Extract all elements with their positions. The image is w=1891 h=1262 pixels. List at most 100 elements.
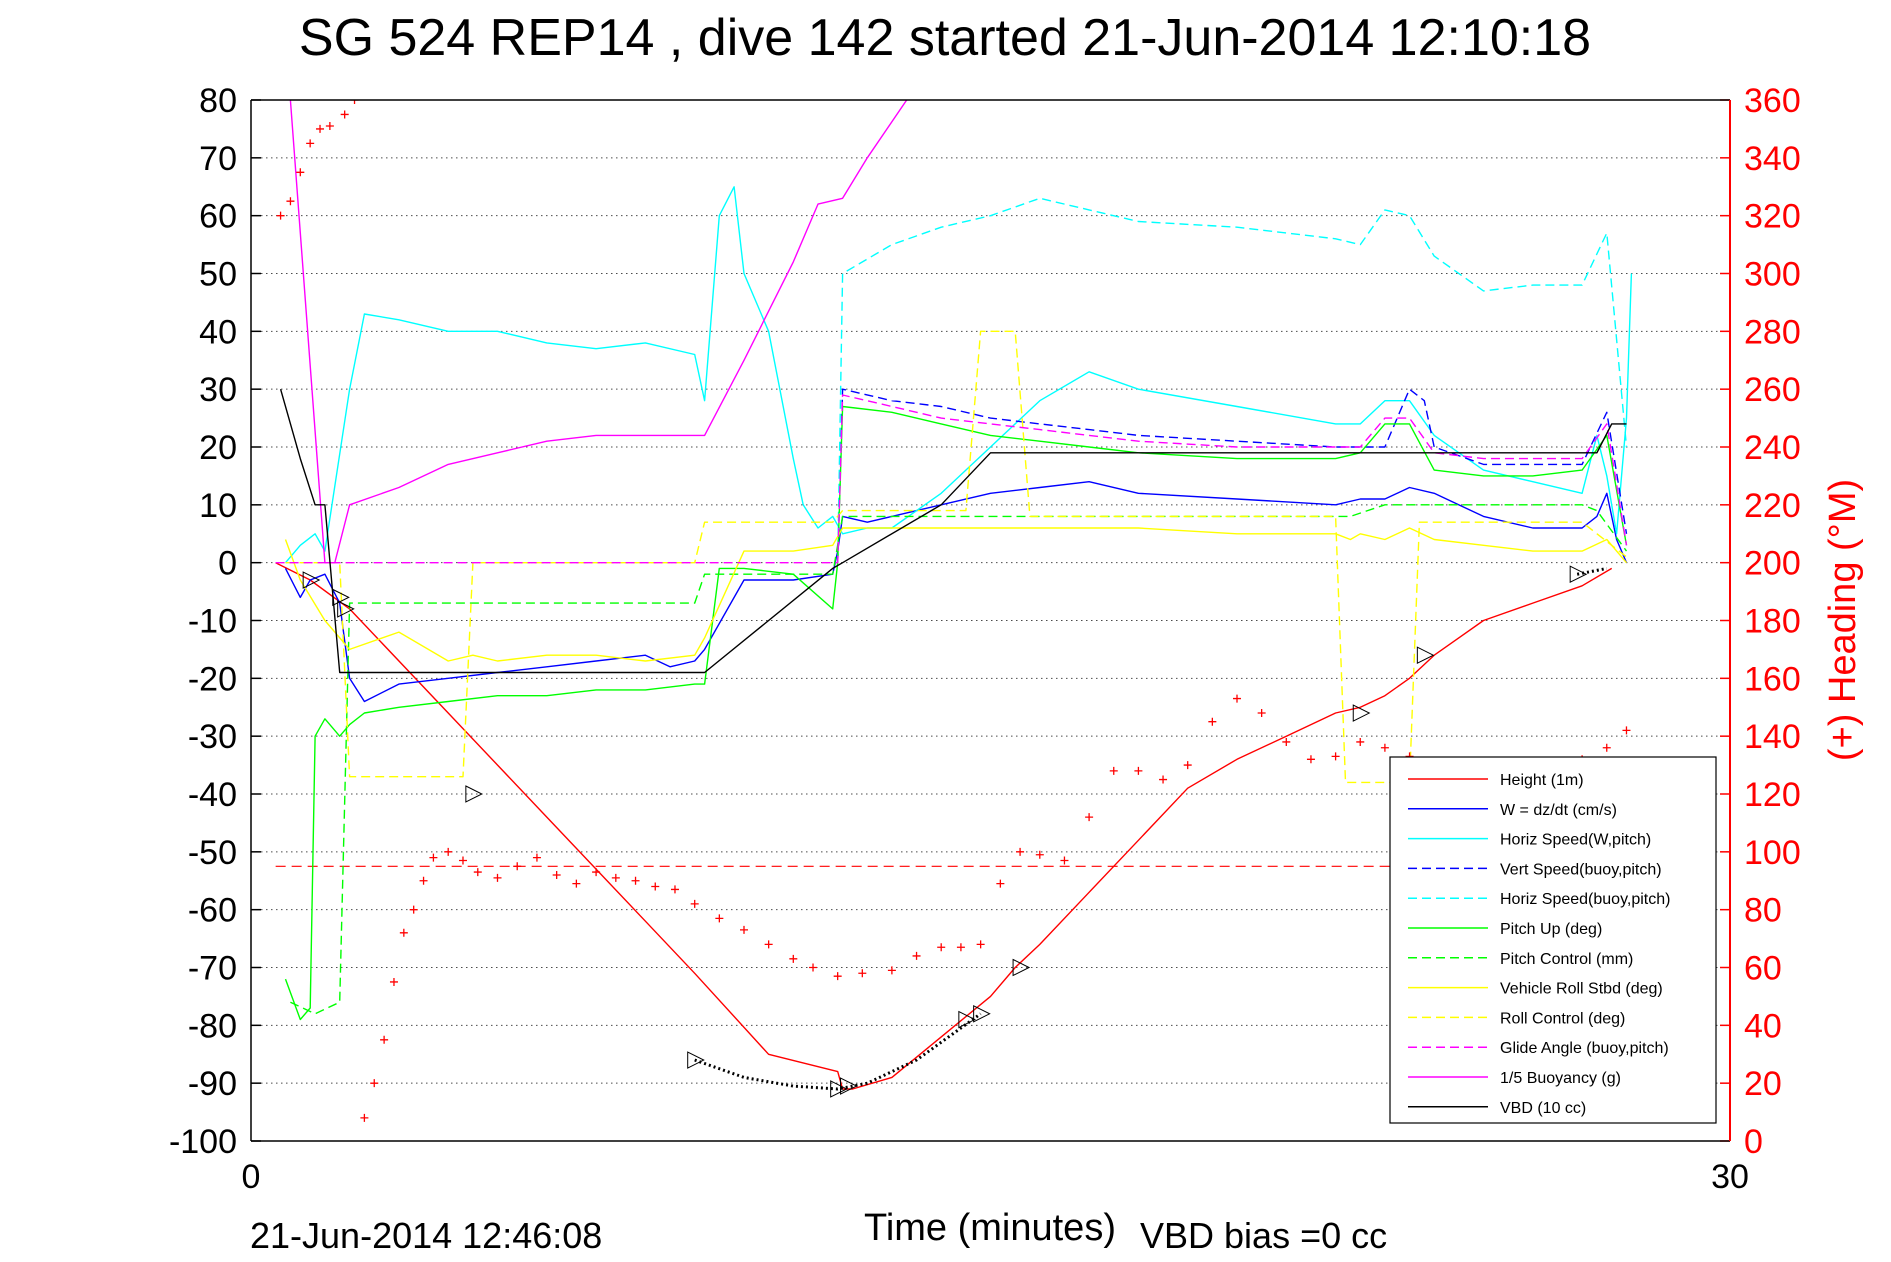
heading-point (409, 905, 418, 914)
heading-point (350, 100, 359, 104)
height-marker (1569, 565, 1588, 584)
heading-point (611, 873, 620, 882)
series-line-roll-control-deg (285, 330, 1627, 784)
series-line-pitch-up-deg (284, 405, 1628, 1021)
heading-point (887, 966, 896, 975)
heading-point (1306, 755, 1315, 764)
heading-point (764, 940, 773, 949)
heading-point (1208, 717, 1217, 726)
height-marker (332, 588, 350, 607)
x-tick-label: 0 (242, 1158, 261, 1196)
footer-timestamp: 21-Jun-2014 12:46:08 (250, 1215, 602, 1256)
height-marker (337, 600, 355, 618)
series-line-vbd-10-cc (279, 389, 1627, 674)
heading-point (912, 951, 921, 960)
heading-point (809, 963, 818, 972)
height-marker (840, 1077, 858, 1095)
heading-point (740, 925, 748, 934)
footer-vbd-bias: VBD bias =0 cc (1140, 1215, 1387, 1256)
y-tick-left-label: -50 (188, 834, 237, 872)
y-tick-right-label: 360 (1744, 82, 1801, 120)
heading-point (532, 853, 541, 862)
legend-label: Glide Angle (buoy,pitch) (1500, 1040, 1669, 1057)
height-marker (302, 571, 321, 589)
y-tick-left-label: -40 (188, 776, 237, 814)
legend-label: W = dz/dt (cm/s) (1500, 802, 1617, 819)
y-tick-left-label: 80 (199, 82, 237, 120)
height-marker (465, 785, 483, 803)
series-line-1-5-buoyancy-g (289, 100, 908, 564)
series-line-glide-angle-buoy-pitch (275, 394, 1628, 564)
heading-point (651, 882, 660, 891)
heading-point (493, 873, 502, 882)
height-dotted-segment (694, 1012, 982, 1091)
heading-point (286, 197, 295, 206)
y-tick-left-label: -20 (188, 660, 237, 698)
heading-point (833, 972, 842, 981)
legend-label: Vert Speed(buoy,pitch) (1500, 861, 1662, 878)
legend-box (1389, 756, 1717, 1124)
y-tick-right-label: 280 (1744, 313, 1801, 351)
height-marker (1416, 646, 1435, 665)
heading-point (631, 876, 640, 885)
y-tick-left-label: 50 (199, 256, 237, 294)
legend-label: VBD (10 cc) (1500, 1100, 1586, 1117)
heading-point (325, 122, 334, 131)
y-tick-right-label: 60 (1744, 950, 1782, 988)
legend-label: Roll Control (deg) (1500, 1010, 1625, 1027)
height-marker (958, 1010, 976, 1029)
heading-point (1134, 766, 1143, 775)
heading-point (513, 862, 522, 871)
heading-point (937, 943, 946, 952)
legend-label: Horiz Speed(W,pitch) (1500, 832, 1651, 849)
y-tick-right-label: 100 (1744, 834, 1801, 872)
x-axis-label: Time (minutes) (864, 1207, 1116, 1249)
heading-point (380, 1035, 389, 1044)
heading-point (306, 139, 315, 148)
y-tick-left-label: 30 (199, 371, 237, 409)
series-line-vert-speed-buoy-pitch (837, 388, 1628, 563)
heading-point (670, 885, 679, 894)
y-tick-right-label: 0 (1744, 1123, 1763, 1161)
legend: Height (1m) W = dz/dt (cm/s) Horiz Speed(W… (1389, 756, 1717, 1124)
heading-point (956, 943, 965, 952)
heading-point (1016, 847, 1025, 856)
heading-point (1602, 743, 1611, 752)
heading-point (1233, 694, 1241, 703)
heading-point (1109, 766, 1118, 775)
y-tick-right-label: 40 (1744, 1007, 1782, 1045)
y-tick-left-label: 10 (199, 487, 237, 525)
heading-point (996, 879, 1005, 888)
legend-label: Pitch Up (deg) (1500, 921, 1602, 938)
height-marker (1352, 704, 1371, 722)
legend-label: 1/5 Buoyancy (g) (1500, 1070, 1621, 1087)
y-tick-left-label: 0 (218, 545, 237, 583)
y-tick-right-label: 20 (1744, 1065, 1782, 1103)
heading-point (1257, 709, 1266, 718)
heading-point (1331, 752, 1340, 761)
x-tick-label: 30 (1711, 1158, 1749, 1196)
heading-point (1060, 856, 1069, 865)
y-tick-right-label: 180 (1744, 603, 1801, 641)
y-tick-right-label: 320 (1744, 198, 1801, 236)
y-tick-right-label: 140 (1744, 718, 1801, 756)
heading-point (1183, 761, 1192, 770)
y-tick-right-label: 200 (1744, 545, 1801, 583)
tick-labels: 80706050403020100-10-20-30-40-50-60-70-8… (169, 82, 1801, 1196)
heading-point (1282, 737, 1291, 746)
heading-point (592, 868, 601, 877)
y-tick-left-label: 20 (199, 429, 237, 467)
y-tick-left-label: -70 (188, 950, 237, 988)
legend-label: Height (1m) (1500, 772, 1584, 789)
legend-label: Pitch Control (mm) (1500, 951, 1633, 968)
heading-point (473, 868, 482, 877)
heading-point (389, 977, 398, 986)
heading-point (1380, 743, 1389, 752)
heading-point (444, 847, 453, 856)
height-marker (830, 1080, 848, 1098)
chart-title: SG 524 REP14 , dive 142 started 21-Jun-2… (299, 9, 1591, 67)
height-marker (687, 1051, 705, 1069)
y-tick-left-label: -60 (188, 892, 237, 930)
